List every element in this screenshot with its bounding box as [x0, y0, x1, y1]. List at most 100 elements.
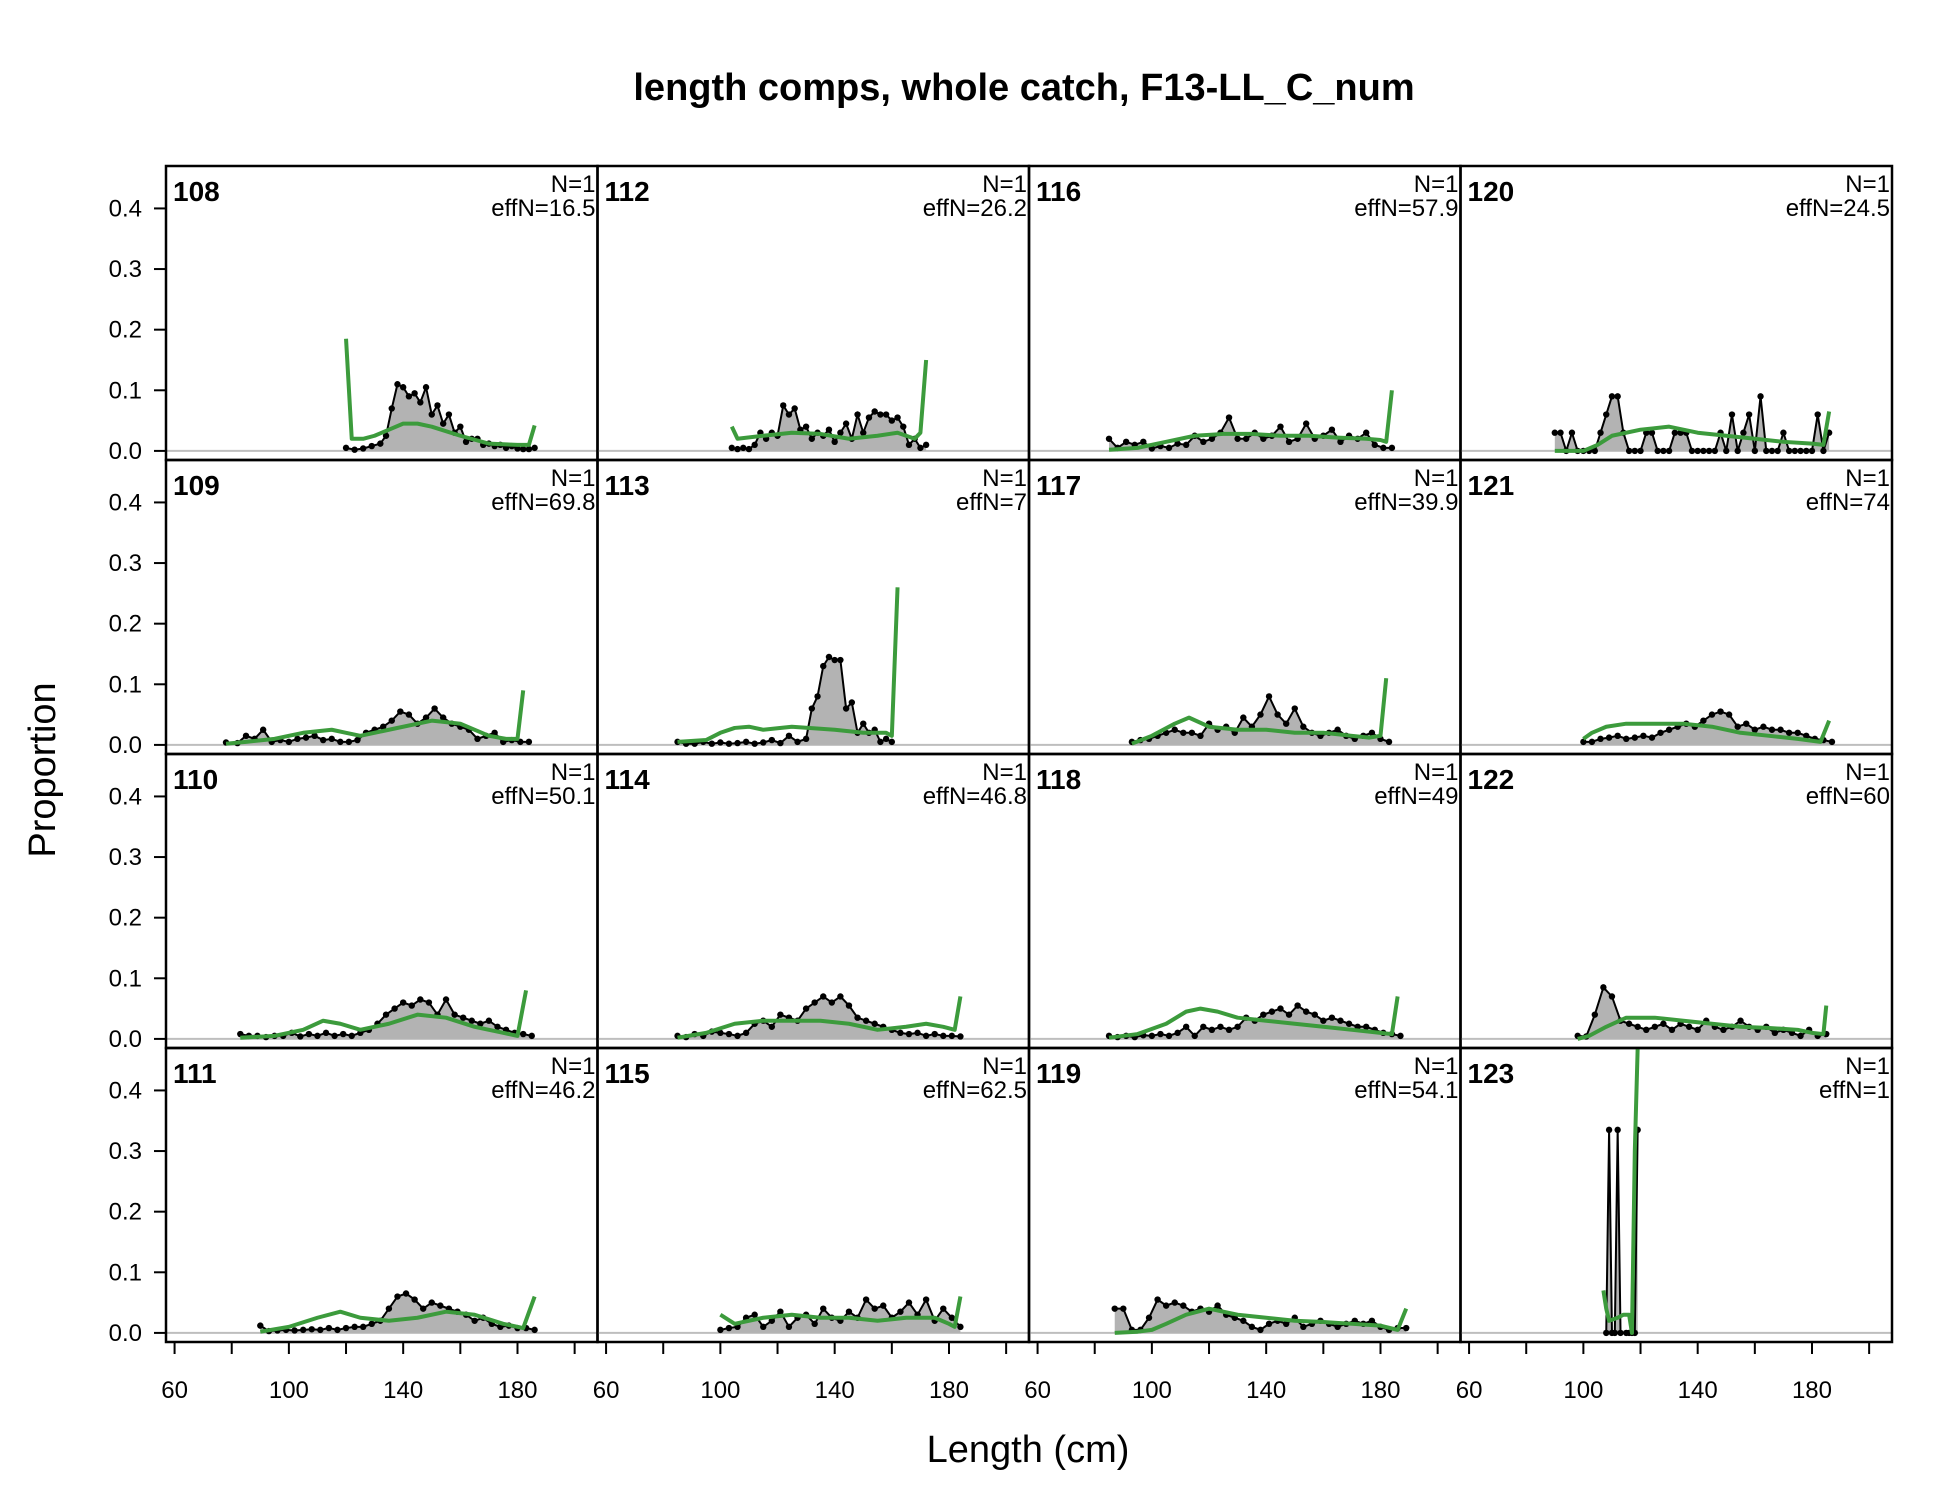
observed-point [780, 402, 787, 409]
observed-point [948, 1314, 956, 1321]
expected-line [719, 1296, 963, 1329]
observed-point [1660, 447, 1667, 455]
observed-point [922, 441, 930, 449]
observed-point [428, 411, 435, 418]
observed-point [1600, 984, 1607, 991]
observed-point [1328, 426, 1336, 433]
observed-point [768, 736, 776, 744]
observed-point [1265, 1320, 1273, 1328]
observed-point [314, 1032, 321, 1040]
observed-point [1248, 1323, 1256, 1331]
observed-point [442, 996, 450, 1003]
y-tick-label: 0.1 [109, 1259, 142, 1286]
observed-point [914, 1029, 921, 1037]
observed-point [1200, 438, 1207, 446]
observed-point [742, 1029, 750, 1037]
observed-point [1603, 411, 1610, 418]
observed-point [1362, 1023, 1370, 1030]
panel-label: 111 [173, 1058, 217, 1089]
observed-point [1111, 1305, 1118, 1312]
observed-point [1603, 1329, 1610, 1337]
observed-point [785, 732, 793, 740]
x-tick-label: 100 [1563, 1377, 1603, 1404]
panel-effn: effN=49 [1374, 783, 1458, 810]
observed-point [397, 708, 404, 715]
observed-point [1751, 447, 1759, 455]
observed-point [1760, 723, 1767, 730]
observed-point [1282, 720, 1290, 727]
observed-point [1214, 1302, 1221, 1309]
expected-line [677, 587, 900, 744]
observed-point [1665, 726, 1673, 733]
observed-point [848, 699, 856, 706]
observed-point [1685, 1023, 1693, 1030]
panel-effn: effN=62.5 [923, 1077, 1027, 1104]
observed-point [1174, 1029, 1181, 1037]
observed-point [1743, 720, 1750, 727]
observed-point [1780, 429, 1787, 436]
observed-point [291, 1327, 298, 1334]
observed-point [871, 408, 878, 415]
expected-line [729, 359, 929, 441]
observed-point [751, 441, 758, 449]
observed-point [1734, 723, 1741, 730]
expected-line [225, 690, 526, 746]
observed-point [1611, 1329, 1619, 1337]
observed-point [302, 734, 310, 741]
expected-line [1108, 996, 1400, 1040]
observed-point [431, 705, 438, 712]
observed-point [1122, 438, 1130, 446]
observed-point [382, 432, 390, 439]
observed-point [1568, 429, 1576, 436]
observed-point [337, 738, 344, 746]
panel-n: N=1 [1845, 759, 1890, 786]
panel-label: 112 [605, 176, 650, 207]
observed-point [1777, 726, 1784, 733]
observed-point [325, 1324, 333, 1332]
observed-point [1708, 711, 1716, 718]
observed-point [837, 656, 844, 664]
observed-point [399, 384, 407, 391]
observed-point [1791, 447, 1799, 455]
observed-point [1711, 447, 1719, 455]
expected-line [259, 1295, 537, 1334]
observed-point [820, 993, 827, 1000]
observed-point [862, 1296, 870, 1303]
observed-point [820, 1305, 827, 1312]
y-tick-label: 0.2 [109, 611, 142, 638]
y-tick-label: 0.1 [109, 377, 142, 404]
y-tick-label: 0.4 [109, 783, 142, 810]
observed-point [708, 740, 716, 747]
observed-point [348, 1032, 355, 1040]
observed-point [1368, 729, 1376, 736]
observed-point [1814, 411, 1821, 418]
observed-point [1240, 1317, 1247, 1324]
y-tick-label: 0.2 [109, 905, 142, 932]
observed-area [677, 657, 892, 745]
observed-point [725, 740, 733, 747]
observed-point [411, 1296, 418, 1303]
panel-n: N=1 [1845, 1053, 1890, 1080]
observed-point [837, 429, 844, 436]
observed-point [948, 1032, 956, 1040]
observed-point [760, 1323, 767, 1331]
observed-point [1597, 429, 1604, 436]
observed-point [1294, 1002, 1301, 1009]
observed-point [1551, 429, 1559, 436]
observed-point [408, 1002, 415, 1009]
observed-point [1634, 1023, 1641, 1030]
observed-point [1268, 1008, 1276, 1015]
observed-point [354, 736, 361, 744]
observed-point [520, 1030, 527, 1038]
panel-label: 122 [1468, 764, 1515, 795]
observed-point [1785, 447, 1793, 455]
observed-point [1757, 393, 1764, 400]
observed-point [1745, 411, 1753, 418]
panel-effn: effN=50.1 [491, 783, 595, 810]
observed-point [1217, 1023, 1224, 1030]
observed-point [1260, 1011, 1267, 1018]
panel-label: 117 [1036, 470, 1081, 501]
